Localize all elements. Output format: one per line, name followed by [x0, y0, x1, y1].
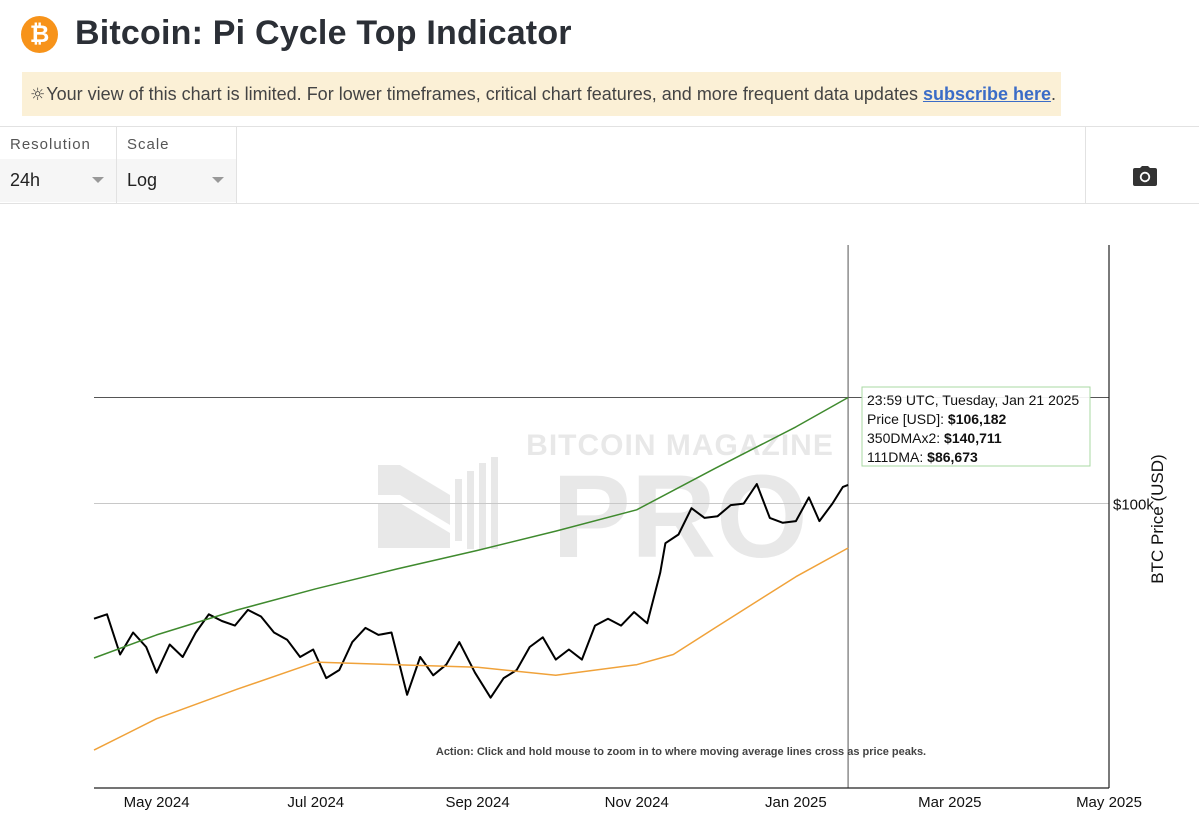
crosshair-tooltip: 23:59 UTC, Tuesday, Jan 21 2025 Price [US…: [861, 386, 1091, 467]
page-title: Bitcoin: Pi Cycle Top Indicator: [75, 14, 572, 52]
series-line-price: [93, 483, 849, 699]
resolution-control: Resolution 24h: [0, 127, 117, 203]
x-tick-label: Jul 2024: [287, 794, 344, 811]
x-tick-label: May 2025: [1076, 794, 1142, 811]
screenshot-button[interactable]: [1085, 127, 1199, 203]
page-header: ₿ Bitcoin: Pi Cycle Top Indicator: [0, 0, 1199, 72]
notice-suffix: .: [1051, 84, 1057, 104]
series-line-dma350x2: [93, 396, 849, 659]
scale-label: Scale: [127, 136, 170, 153]
tooltip-box: [861, 386, 1091, 467]
watermark-pro: PRO: [552, 451, 808, 583]
resolution-select[interactable]: 24h: [0, 159, 116, 202]
chevron-down-icon: [212, 177, 224, 183]
subscribe-link[interactable]: subscribe here: [922, 84, 1052, 104]
chart-area[interactable]: BITCOIN MAGAZINE PRO $100k May 2024 Jul 20…: [0, 203, 1199, 828]
scale-value: Log: [127, 170, 158, 190]
x-tick-label: Mar 2025: [918, 794, 981, 811]
chart-annotation: Action: Click and hold mouse to zoom in …: [436, 746, 926, 758]
watermark-logo-icon: [378, 457, 498, 549]
chart-controls: Resolution 24h Scale Log: [0, 126, 1199, 204]
series-line-dma111: [93, 547, 849, 751]
tooltip-row: Price [USD]: $106,182: [867, 411, 1007, 427]
bitcoin-logo-icon: ₿: [21, 16, 58, 53]
scale-select[interactable]: Log: [117, 159, 236, 202]
x-tick-label: Jan 2025: [765, 794, 827, 811]
watermark: BITCOIN MAGAZINE PRO: [378, 429, 833, 583]
notice-text: Your view of this chart is limited. For …: [46, 84, 923, 104]
x-tick-label: Nov 2024: [605, 794, 669, 811]
y-axis-title: BTC Price (USD): [1148, 454, 1167, 583]
resolution-value: 24h: [10, 170, 41, 190]
axes: $100k May 2024 Jul 2024 Sep 2024 Nov 2024 Jan…: [94, 245, 1154, 811]
tooltip-row: 350DMAx2: $140,711: [867, 430, 1002, 446]
x-tick-label: May 2024: [124, 794, 190, 811]
y-tick-label: $100k: [1113, 497, 1154, 514]
pi-cycle-chart[interactable]: BITCOIN MAGAZINE PRO $100k May 2024 Jul 20…: [0, 203, 1199, 828]
scale-control: Scale Log: [117, 127, 237, 203]
x-tick-label: Sep 2024: [445, 794, 509, 811]
chevron-down-icon: [92, 177, 104, 183]
camera-icon: [1133, 166, 1157, 186]
resolution-label: Resolution: [10, 136, 91, 153]
series-layer: [93, 396, 849, 751]
sun-icon: ☼: [30, 85, 46, 105]
tooltip-row: 111DMA: $86,673: [867, 449, 978, 465]
limited-view-notice: ☼Your view of this chart is limited. For…: [22, 72, 1061, 116]
tooltip-header: 23:59 UTC, Tuesday, Jan 21 2025: [867, 392, 1079, 408]
